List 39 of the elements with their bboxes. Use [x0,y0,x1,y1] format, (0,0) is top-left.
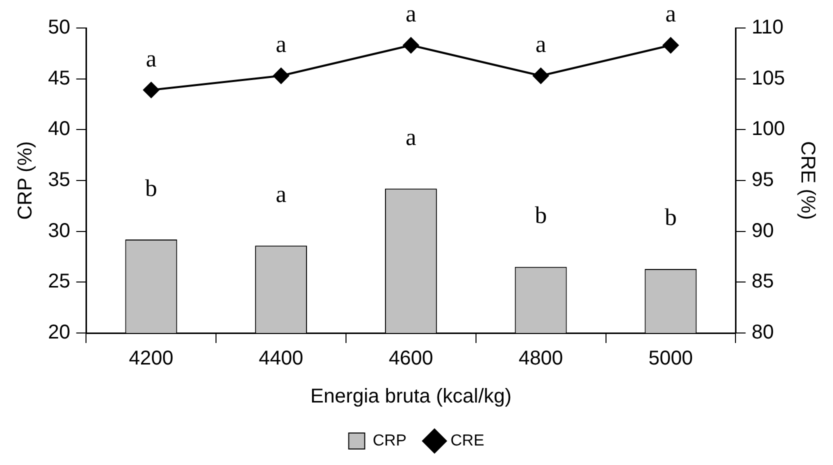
point [532,68,549,84]
y-tick-label: 50 [48,16,70,39]
data-label: b [145,176,158,202]
legend-label: CRP [372,432,406,450]
data-label: a [276,32,287,58]
x-tick-label: 4800 [518,348,564,370]
y2-tick-label: 80 [752,322,774,344]
y2-tick-label: 110 [752,16,784,39]
x-axis-title: Energia bruta (kcal/kg) [310,386,512,408]
y2-axis-title: CRE (%) [796,141,818,220]
y-tick-label: 35 [48,169,70,192]
point [662,37,679,54]
y2-tick-label: 95 [752,169,774,192]
y-tick-label: 20 [48,322,70,344]
data-label: a [406,124,417,151]
data-label: b [664,205,677,232]
y2-tick-label: 90 [752,220,774,242]
y2-tick-label: 85 [752,270,774,293]
x-tick-label: 4200 [128,348,174,370]
y-tick-label: 25 [48,270,70,293]
y2-tick-label: 100 [752,118,786,140]
x-tick-label: 4400 [258,348,304,370]
point [143,82,160,98]
y2-tick-label: 105 [752,67,786,90]
point [402,37,419,54]
point [273,68,290,84]
data-label: b [534,203,547,230]
y-tick-label: 40 [48,118,70,140]
data-label: a [535,32,546,58]
legend-label: CRE [450,432,484,450]
y-tick-label: 30 [48,220,70,242]
y-axis-title: CRP (%) [14,141,37,220]
data-label: a [276,182,287,208]
x-tick-label: 5000 [648,348,693,370]
x-tick-label: 4600 [388,348,434,370]
y-tick-label: 45 [48,67,70,90]
data-label: a [406,2,417,28]
data-label: a [665,2,676,28]
data-label: a [146,46,157,72]
